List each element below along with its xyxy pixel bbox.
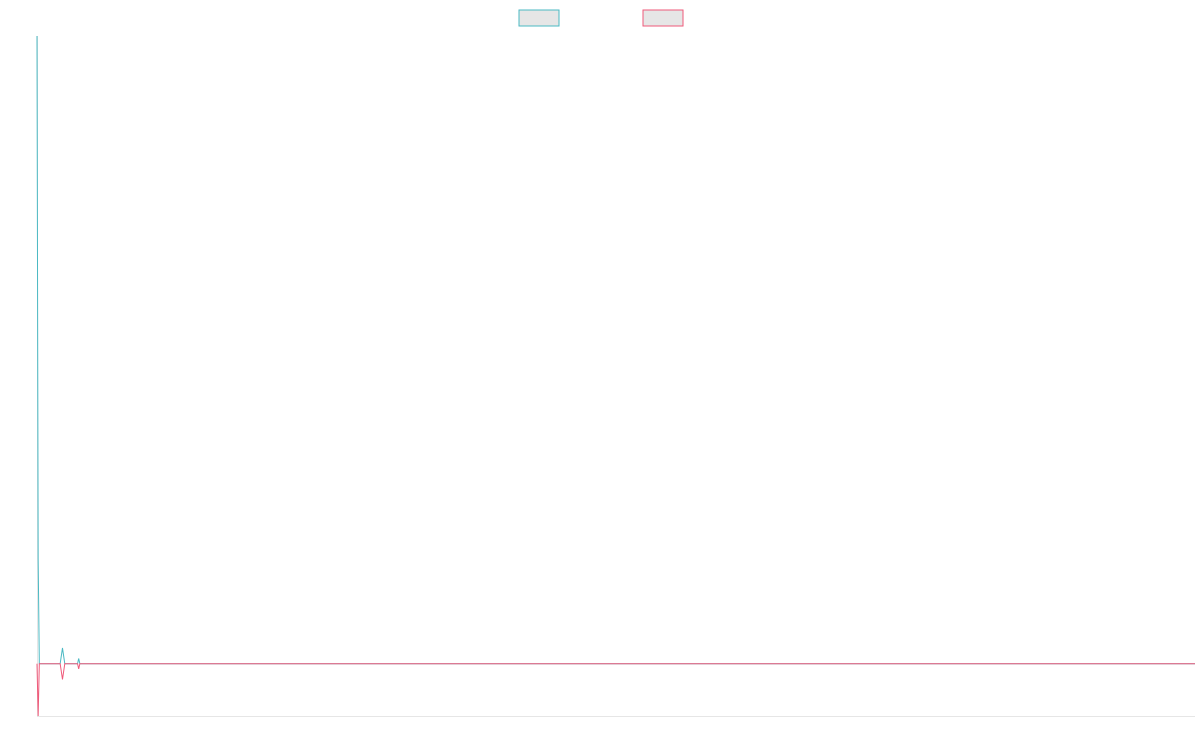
series-layer: [36, 35, 1195, 717]
legend-swatch-1[interactable]: [518, 9, 560, 27]
legend-swatch-2[interactable]: [642, 9, 684, 27]
series-line-1: [36, 35, 1195, 665]
series-line-2: [36, 663, 1195, 717]
legend-item-2[interactable]: [642, 9, 684, 27]
legend-item-1[interactable]: [518, 9, 560, 27]
legend[interactable]: [518, 9, 684, 27]
